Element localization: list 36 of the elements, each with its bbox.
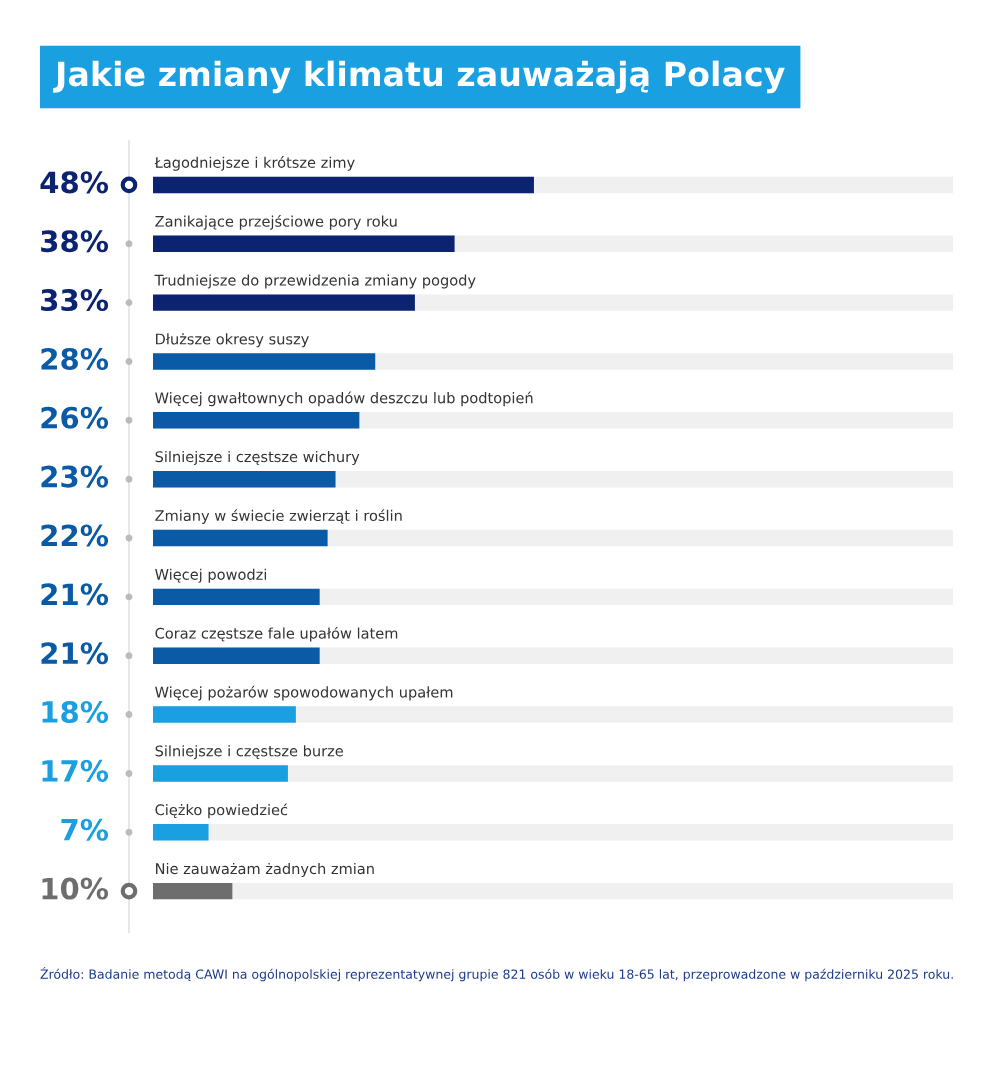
y-tick-label: Trudniejsze do przewidzenia zmiany pogody	[154, 274, 476, 289]
y-tick-label: Dłuższe okresy suszy	[156, 333, 309, 348]
data-label: 21%	[41, 642, 109, 665]
data-label: 10%	[42, 877, 109, 900]
data-label: 48%	[40, 171, 109, 194]
bar	[153, 470, 336, 488]
data-label: 26%	[41, 406, 109, 429]
y-tick-label: Zanikające przejściowe pory roku	[155, 214, 397, 230]
bar	[153, 647, 320, 664]
y-tick-label: Silniejsze i częstsze wichury	[155, 450, 360, 466]
chart-title: Jakie zmiany klimatu zauważają Polacy	[53, 60, 785, 94]
y-tick-label: Więcej powodzi	[155, 568, 267, 583]
y-tick-label: Więcej gwałtownych opadów deszczu lub podtopień	[155, 391, 533, 407]
bar	[153, 824, 209, 841]
y-tick-label: Silniejsze i częstsze burze	[155, 745, 343, 760]
data-label: 33%	[41, 289, 109, 312]
y-tick-label: Łagodniejsze i krótsze zimy	[154, 156, 355, 171]
data-label: 22%	[41, 524, 109, 547]
data-label: 38%	[41, 230, 109, 253]
text: Źródło: Badanie metodą CAWI na ogólnopolskiej reprezentatywnej grupie 821 osób w wieku 18-65 lat, przeprowadzone w październiku 2025 roku.	[40, 967, 953, 982]
y-tick-label: Więcej pożarów spowodowanych upałem	[155, 685, 453, 701]
bar	[153, 882, 233, 900]
y-tick-label: Ciężko powiedzieć	[155, 803, 288, 819]
bar	[153, 765, 288, 782]
data-label: 7%	[61, 818, 109, 841]
y-tick-label: Coraz częstsze fale upałów latem	[155, 626, 398, 642]
data-label: 21%	[41, 583, 109, 606]
y-tick-label: Nie zauważam żadnych zmian	[156, 862, 374, 877]
data-label: 17%	[42, 759, 109, 782]
data-label: 28%	[41, 347, 109, 370]
y-tick-label: Zmiany w świecie zwierząt i roślin	[155, 509, 402, 524]
bar	[153, 588, 320, 606]
bar	[153, 529, 328, 547]
data-label: 23%	[41, 465, 109, 488]
data-label: 18%	[42, 700, 109, 724]
bar	[153, 706, 296, 723]
